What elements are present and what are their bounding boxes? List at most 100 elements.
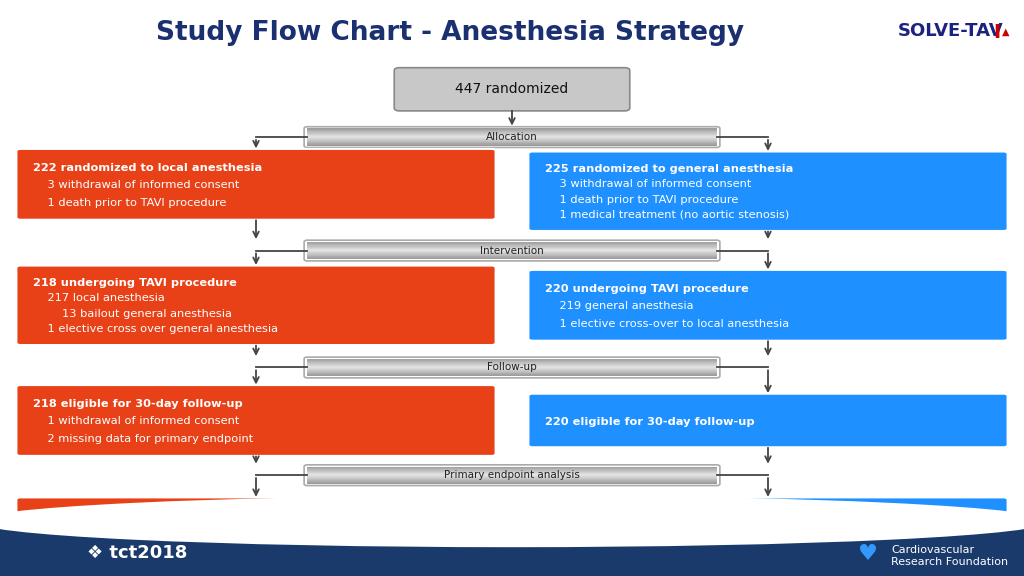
FancyBboxPatch shape [16, 149, 496, 219]
FancyBboxPatch shape [528, 497, 1008, 539]
Text: Follow-up: Follow-up [487, 362, 537, 373]
Text: 222 randomized to local anesthesia: 222 randomized to local anesthesia [33, 163, 262, 173]
Bar [307, 368, 717, 369]
Bar [307, 255, 717, 256]
Text: 225 randomized to general anesthesia: 225 randomized to general anesthesia [545, 164, 794, 174]
Text: 218 eligible for 30-day follow-up: 218 eligible for 30-day follow-up [33, 399, 243, 409]
Bar [307, 133, 717, 134]
FancyBboxPatch shape [528, 394, 1008, 447]
Bar [307, 483, 717, 484]
Bar [307, 257, 717, 258]
Bar [307, 471, 717, 472]
Bar [307, 481, 717, 482]
Bar [307, 247, 717, 248]
Bar [307, 475, 717, 476]
Text: 215 primary endpoint analysis: 215 primary endpoint analysis [33, 513, 247, 526]
Bar [307, 360, 717, 361]
Bar [307, 249, 717, 250]
Text: Study Flow Chart - Anesthesia Strategy: Study Flow Chart - Anesthesia Strategy [157, 20, 744, 46]
Bar [307, 139, 717, 140]
Bar [307, 140, 717, 141]
FancyBboxPatch shape [528, 151, 1008, 231]
Bar [307, 132, 717, 133]
Bar [307, 135, 717, 136]
Text: 217 local anesthesia: 217 local anesthesia [33, 293, 165, 304]
Text: Allocation: Allocation [486, 132, 538, 142]
FancyBboxPatch shape [394, 68, 630, 111]
Text: 1 death prior to TAVI procedure: 1 death prior to TAVI procedure [33, 198, 226, 208]
Bar [307, 136, 717, 137]
Text: 3 withdrawal of informed consent: 3 withdrawal of informed consent [33, 180, 240, 190]
Text: Cardiovascular
Research Foundation: Cardiovascular Research Foundation [891, 545, 1008, 567]
Bar [307, 131, 717, 132]
Text: 220 primary endpoint analysis: 220 primary endpoint analysis [545, 513, 759, 526]
Bar [307, 242, 717, 243]
Text: SOLVE-TAV: SOLVE-TAV [898, 22, 1004, 40]
Bar [307, 361, 717, 362]
Bar [307, 468, 717, 469]
Bar [307, 134, 717, 135]
Text: 220 undergoing TAVI procedure: 220 undergoing TAVI procedure [545, 284, 749, 294]
Text: 3 withdrawal of informed consent: 3 withdrawal of informed consent [545, 179, 752, 190]
Bar [307, 474, 717, 475]
Bar [307, 137, 717, 138]
Bar [307, 473, 717, 474]
FancyBboxPatch shape [16, 497, 496, 539]
Text: ♥: ♥ [858, 544, 879, 564]
Bar [307, 145, 717, 146]
Bar [307, 138, 717, 139]
Bar [307, 374, 717, 375]
Text: 1 death prior to TAVI procedure: 1 death prior to TAVI procedure [545, 195, 738, 204]
Bar [307, 142, 717, 143]
Text: 1 elective cross over general anesthesia: 1 elective cross over general anesthesia [33, 324, 278, 334]
Bar [307, 375, 717, 376]
Bar [307, 130, 717, 131]
Bar [307, 129, 717, 130]
Bar [307, 467, 717, 468]
Text: I: I [993, 23, 1000, 42]
FancyBboxPatch shape [16, 385, 496, 456]
Bar [307, 482, 717, 483]
Bar [0, 521, 1024, 576]
Bar [307, 256, 717, 257]
Bar [307, 476, 717, 477]
Bar [307, 248, 717, 249]
Bar [307, 258, 717, 259]
Text: Primary endpoint analysis: Primary endpoint analysis [444, 470, 580, 480]
Text: 447 randomized: 447 randomized [456, 82, 568, 96]
Bar [307, 250, 717, 251]
Text: 219 general anesthesia: 219 general anesthesia [545, 301, 693, 311]
Text: ❖ tct2018: ❖ tct2018 [87, 544, 187, 562]
Bar [307, 244, 717, 245]
Text: 2 missing data for primary endpoint: 2 missing data for primary endpoint [33, 434, 253, 444]
Ellipse shape [0, 495, 1024, 547]
Bar [307, 143, 717, 144]
Bar [307, 470, 717, 471]
Text: 220 eligible for 30-day follow-up: 220 eligible for 30-day follow-up [545, 417, 755, 427]
Text: 1 withdrawal of informed consent: 1 withdrawal of informed consent [33, 416, 240, 426]
Bar [307, 254, 717, 255]
Bar [307, 246, 717, 247]
Bar [307, 469, 717, 470]
Text: 218 undergoing TAVI procedure: 218 undergoing TAVI procedure [33, 278, 237, 288]
Bar [307, 251, 717, 252]
Bar [307, 128, 717, 129]
Text: 13 bailout general anesthesia: 13 bailout general anesthesia [33, 309, 231, 319]
Bar [307, 362, 717, 363]
FancyBboxPatch shape [528, 270, 1008, 341]
FancyBboxPatch shape [16, 266, 496, 345]
Bar [307, 370, 717, 371]
Text: ▲: ▲ [1001, 26, 1009, 36]
Bar [307, 363, 717, 364]
Bar [307, 252, 717, 253]
Bar [307, 253, 717, 254]
Bar [307, 243, 717, 244]
Bar [307, 144, 717, 145]
Bar [307, 365, 717, 366]
Text: 1 medical treatment (no aortic stenosis): 1 medical treatment (no aortic stenosis) [545, 210, 790, 220]
Text: 1 elective cross-over to local anesthesia: 1 elective cross-over to local anesthesi… [545, 319, 788, 329]
Bar [307, 472, 717, 473]
Bar [307, 369, 717, 370]
Bar [307, 141, 717, 142]
Bar [307, 245, 717, 246]
